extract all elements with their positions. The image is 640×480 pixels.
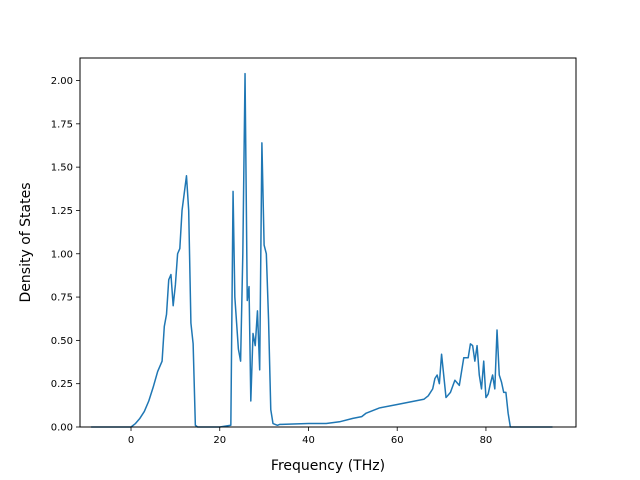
- x-tick-label: 60: [391, 435, 404, 446]
- y-axis-label: Density of States: [18, 183, 34, 303]
- y-tick-label: 2.00: [51, 76, 73, 87]
- x-tick-label: 20: [213, 435, 226, 446]
- y-tick-label: 0.50: [51, 336, 73, 347]
- y-tick-label: 1.00: [51, 249, 73, 260]
- series-line: [91, 72, 553, 428]
- x-tick-label: 80: [480, 435, 493, 446]
- plot-frame: [79, 57, 577, 428]
- x-tick-label: 0: [128, 435, 134, 446]
- y-tick-label: 0.00: [51, 423, 73, 434]
- y-tick-label: 0.75: [51, 293, 73, 304]
- y-axis-ticks: 0.00 0.25 0.50 0.75 1.00 1.25 1.50 1.75 2.00: [51, 76, 80, 434]
- x-tick-label: 40: [302, 435, 315, 446]
- plot-area: [80, 58, 576, 427]
- y-tick-label: 1.25: [51, 206, 73, 217]
- x-axis-label: Frequency (THz): [271, 458, 385, 474]
- y-tick-label: 0.25: [51, 379, 73, 390]
- x-axis-ticks: 0 20 40 60 80: [128, 427, 492, 446]
- y-tick-label: 1.75: [51, 119, 73, 130]
- y-tick-label: 1.50: [51, 163, 73, 174]
